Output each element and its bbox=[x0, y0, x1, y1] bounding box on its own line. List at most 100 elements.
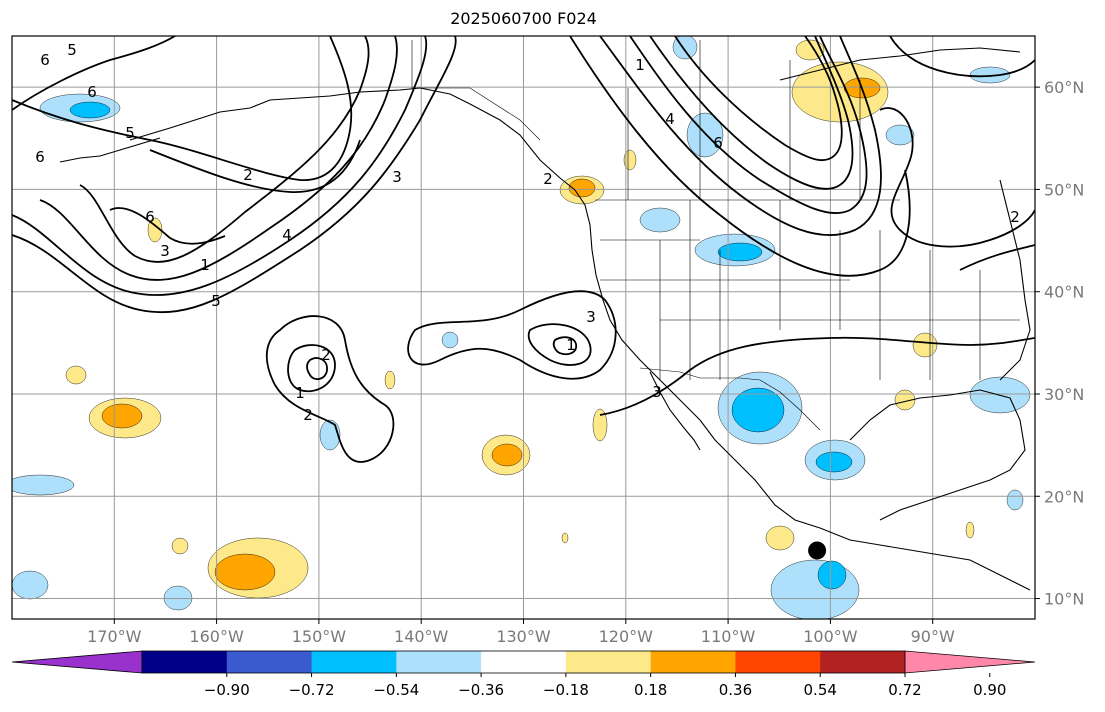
neg-blob bbox=[12, 474, 75, 496]
contour-label: 6 bbox=[35, 148, 45, 166]
contour-north-pacific-2 bbox=[12, 36, 428, 296]
contour-label: 4 bbox=[282, 226, 292, 244]
colorbar-segment bbox=[142, 651, 228, 673]
colorbar-tick-label: −0.90 bbox=[204, 681, 250, 699]
colorbar-tick-label: 0.72 bbox=[888, 681, 921, 699]
pos-blob bbox=[791, 61, 889, 123]
coastlines bbox=[59, 47, 1031, 591]
neg-blob-core bbox=[731, 387, 785, 433]
pos-blob-core bbox=[568, 178, 596, 198]
border-us-mexico bbox=[639, 367, 821, 431]
contour-label: 1 bbox=[635, 56, 645, 74]
map-title: 2025060700 F024 bbox=[450, 9, 597, 28]
neg-blob bbox=[1006, 489, 1024, 511]
contour-label: 4 bbox=[665, 110, 675, 128]
colorbar-tick-label: 0.90 bbox=[973, 681, 1006, 699]
lon-tick-label: 90°W bbox=[911, 627, 955, 646]
contour-east-pacific-inner bbox=[527, 323, 592, 366]
contour-north-pacific-1 bbox=[12, 36, 457, 314]
lon-tick-label: 120°W bbox=[599, 627, 654, 646]
contour-label: 6 bbox=[87, 83, 97, 101]
contour-lines bbox=[12, 36, 1035, 463]
colorbar-tick-label: −0.72 bbox=[289, 681, 335, 699]
province-lines bbox=[627, 40, 861, 200]
contour-label: 2 bbox=[1010, 208, 1020, 226]
contour-north-pacific-4 bbox=[79, 36, 370, 263]
colorbar-extend-low bbox=[11, 650, 143, 674]
lat-tick-label: 50°N bbox=[1044, 180, 1084, 199]
colorbar-segment bbox=[396, 651, 482, 673]
contour-canada-trough-2 bbox=[599, 36, 882, 236]
neg-blob bbox=[441, 331, 459, 349]
colorbar-segment bbox=[226, 651, 313, 673]
pos-blob bbox=[592, 408, 608, 442]
border-alaska-canada bbox=[411, 40, 541, 141]
colorbar-extend-high bbox=[904, 650, 1036, 674]
colorbar-tick-label: 0.54 bbox=[804, 681, 837, 699]
contour-canada-trough-1 bbox=[629, 36, 868, 214]
pos-blob bbox=[623, 149, 637, 171]
contour-label: 3 bbox=[160, 242, 170, 260]
neg-blob bbox=[163, 585, 193, 611]
contour-label: 2 bbox=[303, 406, 313, 424]
lon-tick-label: 140°W bbox=[394, 627, 449, 646]
colorbar-tick-label: −0.54 bbox=[373, 681, 419, 699]
colorbar-outline bbox=[141, 650, 906, 674]
contour-north-pacific-3 bbox=[39, 36, 398, 281]
lat-tick-label: 60°N bbox=[1044, 78, 1084, 97]
coastline-baja bbox=[649, 371, 701, 451]
contour-label: 3 bbox=[392, 168, 402, 186]
contour-aleutian-low bbox=[12, 36, 176, 111]
pos-blob bbox=[561, 532, 569, 544]
colorbar-segment bbox=[311, 651, 397, 673]
pos-blob bbox=[171, 537, 189, 555]
coastline-aleutians bbox=[59, 137, 161, 163]
pos-blob bbox=[912, 332, 938, 358]
contour-subtropical-loop bbox=[265, 315, 395, 463]
neg-blob bbox=[319, 419, 341, 451]
contour-canada-trough-5 bbox=[569, 36, 911, 277]
colorbar: −0.90 −0.72 −0.54 −0.36 −0.18 0.18 0.36 0.54 0.7… bbox=[11, 650, 1036, 699]
contour-east-pacific-high bbox=[407, 290, 617, 380]
pos-blob-core bbox=[491, 443, 523, 467]
contour-label: 6 bbox=[145, 208, 155, 226]
contour-east-ridge-3 bbox=[959, 244, 1035, 271]
coastline-gulf bbox=[849, 389, 1026, 521]
pos-blob-core bbox=[101, 403, 143, 429]
neg-blob-core bbox=[815, 451, 853, 473]
colorbar-segment bbox=[735, 651, 821, 673]
lon-tick-label: 160°W bbox=[189, 627, 244, 646]
contour-label: 3 bbox=[652, 383, 662, 401]
colorbar-segment bbox=[820, 651, 906, 673]
contour-label: 2 bbox=[543, 170, 553, 188]
coastline-west-coast bbox=[574, 189, 701, 421]
coastline-mexico bbox=[699, 419, 1031, 591]
neg-blob bbox=[885, 124, 915, 146]
lon-tick-label: 170°W bbox=[87, 627, 142, 646]
contour-label: 1 bbox=[566, 336, 576, 354]
contour-label: 5 bbox=[125, 124, 135, 142]
contour-east-ridge bbox=[889, 36, 1035, 78]
pos-blob bbox=[765, 525, 795, 551]
contour-subtropical-inner bbox=[287, 344, 336, 393]
contour-north-pacific-7 bbox=[149, 139, 361, 193]
contour-canada-trough-3 bbox=[649, 36, 854, 190]
contour-label: 5 bbox=[67, 41, 77, 59]
colorbar-segment bbox=[650, 651, 736, 673]
pos-blob-core bbox=[214, 553, 276, 591]
contour-label: 5 bbox=[211, 292, 221, 310]
neg-blob-core bbox=[717, 242, 763, 262]
contour-label: 1 bbox=[295, 384, 305, 402]
colorbar-tick-label: 0.18 bbox=[634, 681, 667, 699]
contour-east-pacific-core bbox=[552, 336, 577, 356]
lon-tick-label: 130°W bbox=[496, 627, 551, 646]
coastline-alaska bbox=[129, 87, 576, 191]
contour-label: 2 bbox=[321, 346, 331, 364]
contour-east-ridge-2 bbox=[879, 107, 1035, 248]
lat-tick-label: 40°N bbox=[1044, 283, 1084, 302]
black-dot-marker bbox=[808, 541, 827, 560]
coastline-hudson-region bbox=[779, 47, 1021, 81]
neg-blob bbox=[12, 570, 49, 600]
